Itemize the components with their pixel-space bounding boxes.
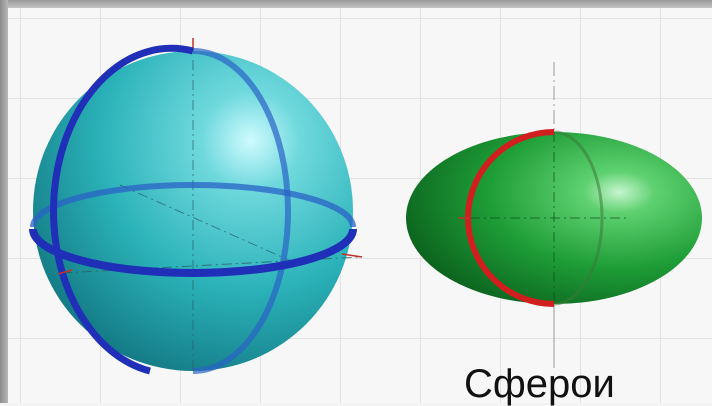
sphere	[29, 38, 363, 375]
sphere-axis-stub-left	[57, 269, 73, 275]
sphere-axis-diag-2	[119, 184, 301, 266]
caption-text: Сферои	[464, 362, 615, 406]
spheroid	[406, 62, 702, 368]
sphere-axis-stub-right	[341, 253, 363, 258]
spheroid-ring-back	[553, 130, 604, 306]
sphere-meridian-front	[50, 44, 194, 375]
sphere-equator-front	[29, 228, 357, 277]
sphere-meridian-back	[192, 48, 291, 374]
frame-top-edge	[0, 0, 712, 8]
frame-left-edge	[0, 0, 8, 403]
